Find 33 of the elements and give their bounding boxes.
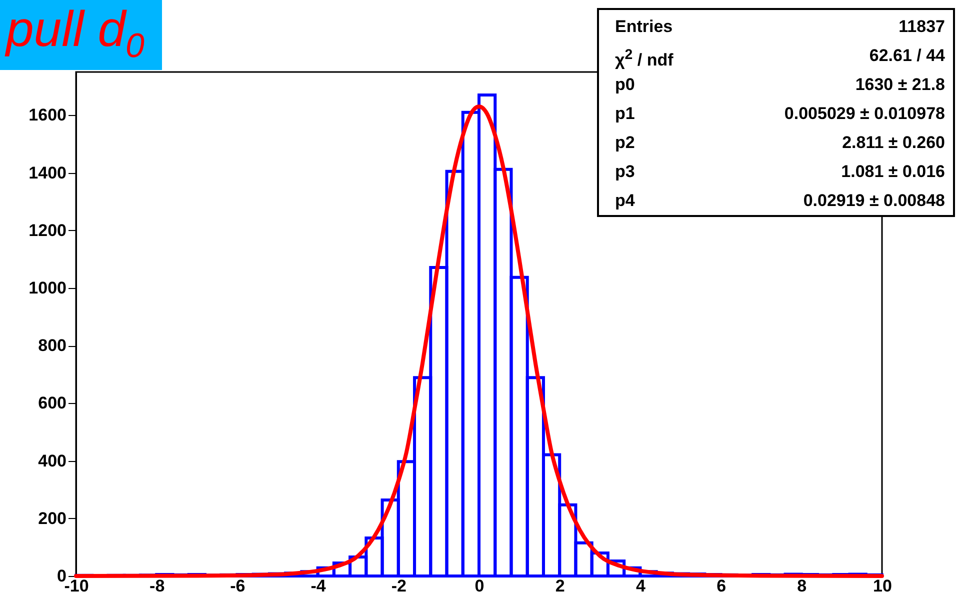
x-tick-label: 8: [797, 576, 807, 596]
text: 11837: [898, 16, 945, 38]
text: Entries: [615, 16, 673, 38]
x-tick-label: 2: [555, 576, 565, 596]
x-tick-label: -2: [391, 576, 406, 596]
x-tick-label: 6: [716, 576, 726, 596]
annotation: p3: [615, 161, 635, 183]
x-tick-label: 4: [636, 576, 646, 596]
annotation: p4: [615, 190, 635, 212]
text: 62.61 / 44: [869, 45, 945, 67]
x-tick-label: 10: [873, 576, 892, 596]
x-tick-label: -8: [150, 576, 165, 596]
chart-title: pull d$_{0}$: [0, 0, 162, 70]
text: χ$^{2}$ / ndf: [615, 46, 674, 70]
y-tick-label: 1600: [28, 106, 66, 125]
y-tick-label: 600: [38, 394, 66, 413]
y-tick-label: 1000: [28, 278, 66, 298]
y-tick-label: 400: [38, 451, 66, 470]
annotation: p0: [615, 74, 635, 96]
x-tick-label: -4: [310, 576, 326, 596]
annotation: p1: [615, 103, 635, 125]
x-tick-label: 0: [474, 576, 484, 596]
y-tick-label: 200: [38, 508, 66, 528]
y-tick-label: 1200: [28, 220, 66, 240]
annotation: 2.811 ± 0.260: [842, 132, 945, 154]
annotation: 1630 ± 21.8: [855, 74, 945, 96]
annotation: p2: [615, 132, 635, 154]
x-tick-label: -6: [230, 576, 246, 596]
y-tick-label: 1400: [28, 163, 66, 182]
annotation: 1.081 ± 0.016: [841, 161, 945, 183]
annotation: 0.005029 ± 0.010978: [784, 103, 945, 125]
annotation: 0.02919 ± 0.00848: [803, 190, 945, 212]
y-tick-label: 800: [38, 336, 66, 356]
